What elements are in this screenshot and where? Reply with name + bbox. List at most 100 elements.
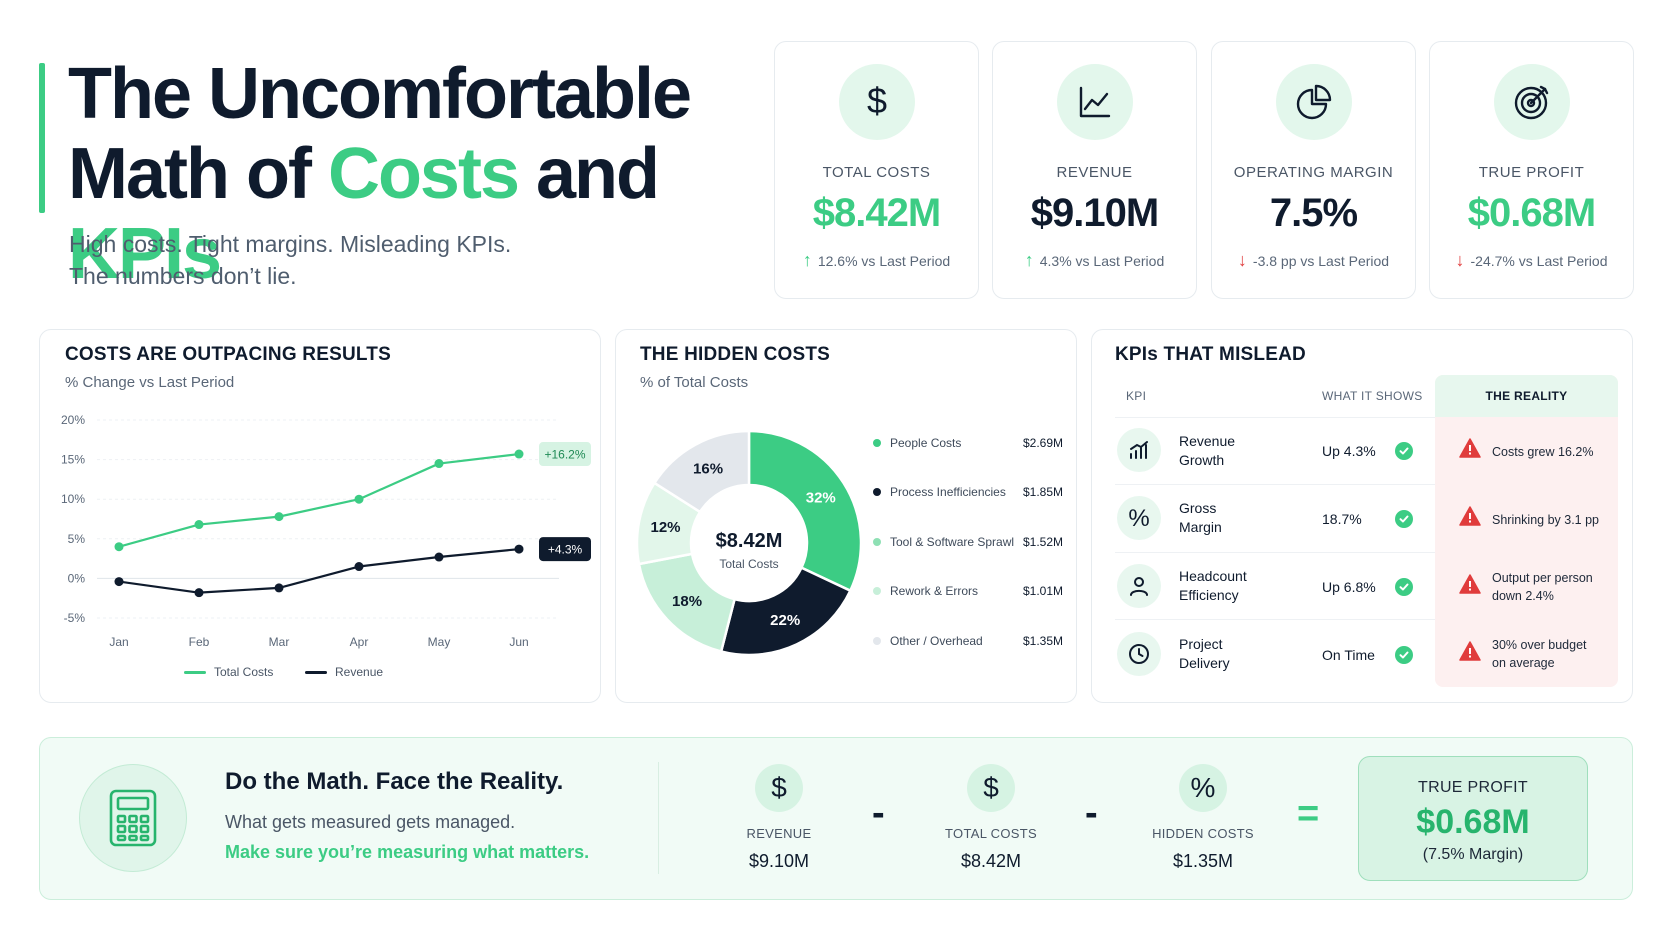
mislead-title: KPIs THAT MISLEAD bbox=[1115, 344, 1306, 365]
person-icon bbox=[1117, 564, 1161, 608]
kpi-row-name-line: Delivery bbox=[1179, 655, 1230, 671]
row-divider bbox=[1115, 484, 1435, 485]
title-accent-bar bbox=[39, 63, 45, 213]
equation-total-costs: $ TOTAL COSTS $8.42M bbox=[916, 764, 1066, 872]
line-chart-subtitle: % Change vs Last Period bbox=[65, 374, 235, 391]
arrow-up-icon: ↑ bbox=[802, 250, 812, 270]
kpi-row-reality: Shrinking by 3.1 pp bbox=[1492, 511, 1612, 529]
true-profit-result: TRUE PROFIT $0.68M (7.5% Margin) bbox=[1358, 756, 1588, 881]
banner-divider bbox=[658, 762, 659, 874]
check-icon bbox=[1395, 578, 1413, 596]
kpi-delta: ↓ -3.8 pp vs Last Period bbox=[1212, 250, 1415, 271]
minus-operator: - bbox=[1085, 792, 1098, 834]
percent-icon: % bbox=[1179, 764, 1227, 812]
donut-chart: 32% 22% 18% 12% 16% bbox=[635, 429, 863, 657]
kpi-row-shows: 18.7% bbox=[1322, 511, 1362, 527]
kpi-delta-text: -24.7% vs Last Period bbox=[1470, 252, 1608, 269]
donut-legend-item: Process Inefficiencies $1.85M bbox=[873, 485, 1063, 499]
slice-label: 16% bbox=[693, 461, 723, 478]
kpi-delta: ↓ -24.7% vs Last Period bbox=[1430, 250, 1633, 271]
result-margin: (7.5% Margin) bbox=[1422, 846, 1524, 863]
line-chart-panel bbox=[39, 329, 601, 703]
svg-text:%: % bbox=[1128, 505, 1149, 531]
clock-icon bbox=[1117, 632, 1161, 676]
data-point bbox=[354, 494, 364, 504]
dollar-icon: $ bbox=[838, 64, 915, 140]
reality-column-header: THE REALITY bbox=[1435, 375, 1618, 417]
kpi-row-name-line: Margin bbox=[1179, 519, 1222, 535]
banner-highlight: Make sure you’re measuring what matters. bbox=[225, 842, 590, 862]
data-point bbox=[274, 583, 284, 593]
kpi-row-shows: Up 4.3% bbox=[1322, 443, 1376, 459]
data-point bbox=[114, 577, 124, 587]
reality-line: Output per person bbox=[1492, 571, 1593, 585]
kpi-card-operating-margin: OPERATING MARGIN 7.5% ↓ -3.8 pp vs Last P… bbox=[1211, 41, 1416, 299]
equation-label: REVENUE bbox=[746, 826, 812, 841]
x-tick-label: May bbox=[428, 635, 451, 649]
reality-line: on average bbox=[1492, 656, 1555, 670]
end-label-badge bbox=[539, 537, 591, 562]
shows-column-header: WHAT IT SHOWS bbox=[1322, 389, 1423, 403]
data-point bbox=[434, 459, 444, 469]
data-point bbox=[514, 544, 524, 554]
legend-value: $1.52M bbox=[1022, 535, 1063, 549]
legend-dot bbox=[873, 637, 881, 645]
y-tick-label: -5% bbox=[64, 611, 86, 625]
kpi-row-name-line: Headcount bbox=[1179, 568, 1247, 584]
y-tick-label: 0% bbox=[68, 571, 86, 585]
kpi-card-true-profit: TRUE PROFIT $0.68M ↓ -24.7% vs Last Perio… bbox=[1429, 41, 1634, 299]
slice-label: 32% bbox=[806, 489, 836, 506]
equation-revenue: $ REVENUE $9.10M bbox=[704, 764, 854, 872]
legend-dot bbox=[873, 538, 881, 546]
equation-hidden-costs: % HIDDEN COSTS $1.35M bbox=[1128, 764, 1278, 872]
banner-subtitle: What gets measured gets managed. bbox=[225, 812, 516, 832]
reality-line: Costs grew 16.2% bbox=[1492, 445, 1594, 459]
donut-legend-item: People Costs $2.69M bbox=[873, 436, 1063, 450]
x-tick-label: Jan bbox=[109, 635, 128, 649]
kpi-card-total-costs: $ TOTAL COSTS $8.42M ↑ 12.6% vs Last Peri… bbox=[774, 41, 979, 299]
end-label: +16.2% bbox=[544, 448, 585, 462]
result-label: TRUE PROFIT bbox=[1418, 779, 1528, 796]
row-divider bbox=[1115, 552, 1435, 553]
reality-column-bg bbox=[1435, 375, 1618, 687]
title-highlight-kpis: KPIs bbox=[68, 214, 222, 294]
kpi-delta-text: 4.3% vs Last Period bbox=[1039, 252, 1165, 269]
warning-icon bbox=[1459, 574, 1481, 599]
kpi-delta: ↑ 12.6% vs Last Period bbox=[775, 250, 978, 271]
warning-icon bbox=[1459, 438, 1481, 463]
data-point bbox=[514, 449, 524, 459]
legend-label: Revenue bbox=[335, 665, 384, 679]
legend-value: $1.01M bbox=[1022, 584, 1063, 598]
row-divider bbox=[1115, 417, 1435, 418]
slice-label: 12% bbox=[650, 519, 680, 536]
legend-value: $1.85M bbox=[1022, 485, 1063, 499]
kpi-delta-text: -3.8 pp vs Last Period bbox=[1252, 252, 1390, 269]
kpi-row-name-line: Project bbox=[1179, 636, 1223, 652]
legend-swatch bbox=[305, 670, 327, 674]
kpi-row-name-line: Revenue bbox=[1179, 433, 1236, 449]
kpi-delta: ↑ 4.3% vs Last Period bbox=[993, 250, 1196, 271]
kpi-row-name: Revenue Growth bbox=[1179, 432, 1289, 470]
banner-title: Do the Math. Face the Reality. bbox=[225, 768, 564, 795]
slice-label: 22% bbox=[770, 612, 800, 629]
legend-dot bbox=[873, 439, 881, 447]
title-line-2: Math of Costs and KPIs bbox=[68, 134, 768, 294]
y-tick-label: 15% bbox=[61, 453, 85, 467]
kpi-column-header: KPI bbox=[1126, 389, 1147, 403]
kpi-row-name: Gross Margin bbox=[1179, 499, 1289, 537]
title-line-1: The Uncomfortable bbox=[68, 54, 692, 134]
kpi-row-name-line: Gross bbox=[1179, 500, 1217, 516]
kpi-row-name: Headcount Efficiency bbox=[1179, 567, 1289, 605]
line-chart-title: COSTS ARE OUTPACING RESULTS bbox=[65, 344, 391, 365]
dollar-icon: $ bbox=[755, 764, 803, 812]
y-tick-label: 5% bbox=[68, 532, 86, 546]
arrow-down-icon: ↓ bbox=[1237, 250, 1247, 270]
kpi-row-reality: Costs grew 16.2% bbox=[1492, 443, 1612, 461]
x-tick-label: Jun bbox=[509, 635, 528, 649]
legend-name: Tool & Software Sprawl bbox=[890, 535, 1015, 549]
legend-value: $2.69M bbox=[1022, 436, 1063, 450]
check-icon bbox=[1395, 646, 1413, 664]
x-tick-label: Apr bbox=[350, 635, 369, 649]
kpi-row-shows: On Time bbox=[1322, 647, 1375, 663]
kpi-value: $9.10M bbox=[1030, 191, 1159, 235]
